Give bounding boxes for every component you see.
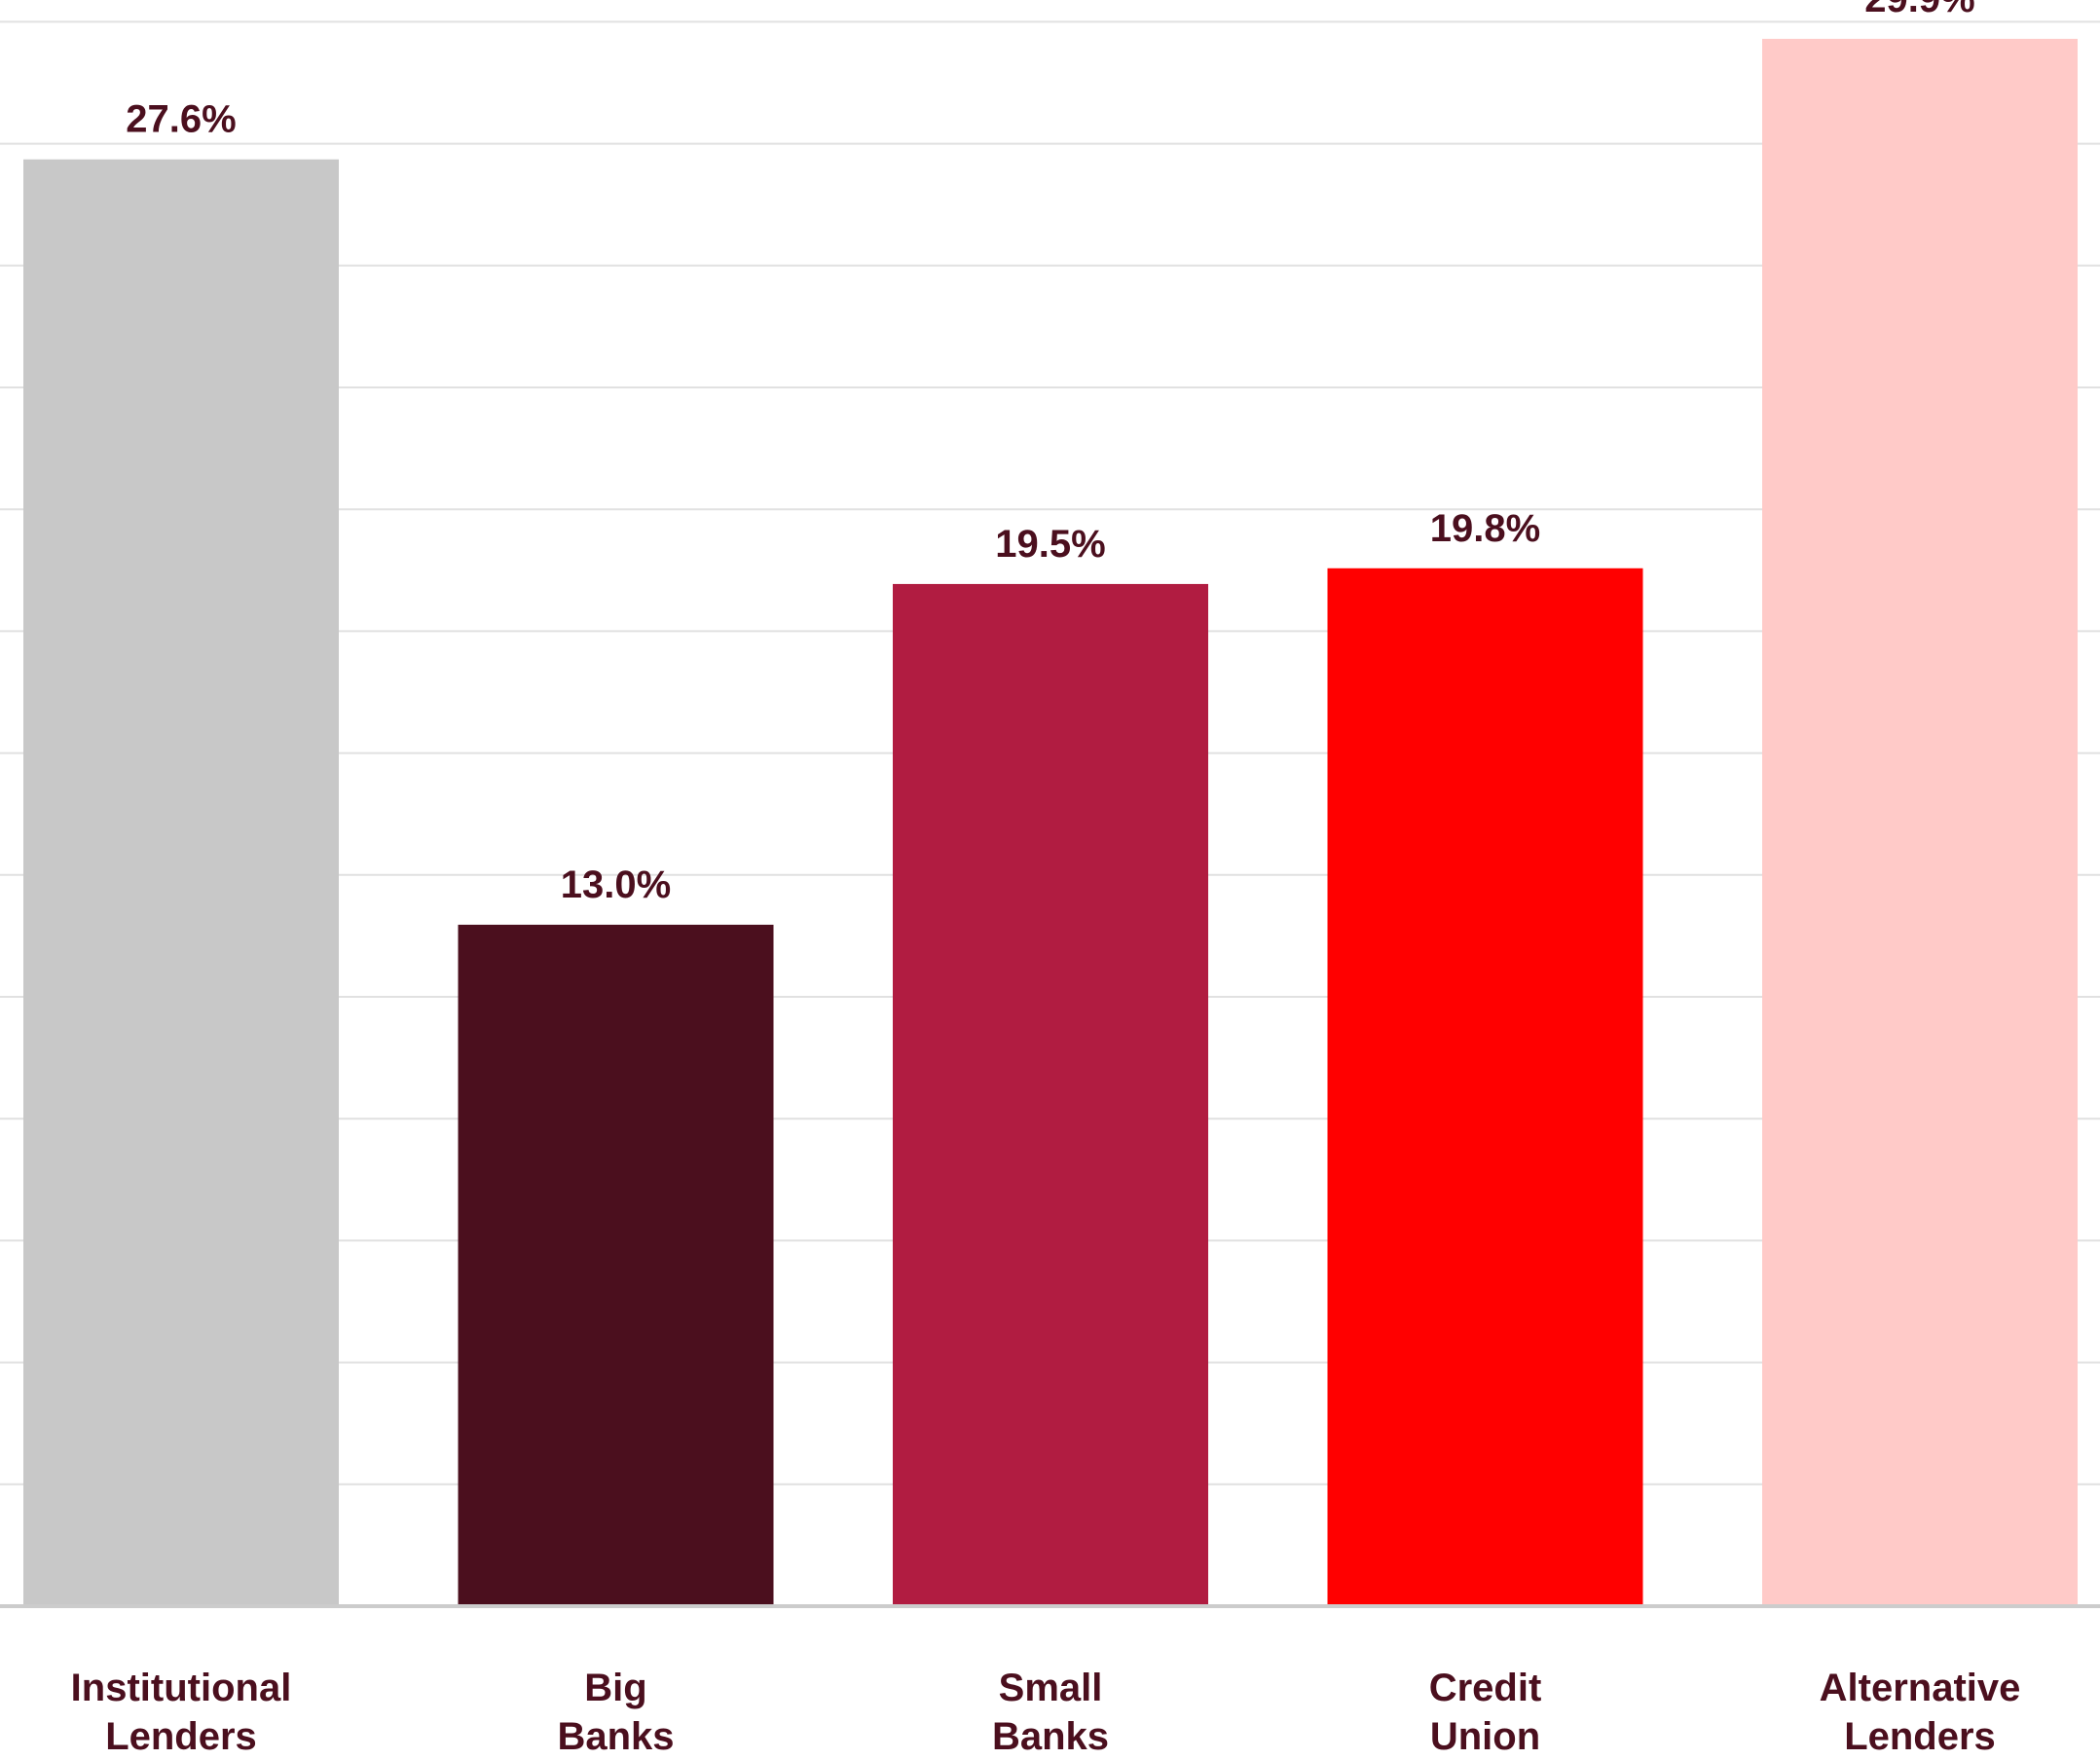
value-label-4: 29.9%	[1864, 0, 1974, 20]
category-label-0-line-0: Institutional	[71, 1667, 292, 1709]
category-label-3-line-0: Credit	[1429, 1667, 1542, 1709]
bar-2	[893, 583, 1208, 1606]
category-labels: Institutional Lenders Big Banks Small Banks Cr…	[71, 1667, 2021, 1758]
value-label-0: 27.6%	[126, 98, 236, 141]
value-labels: 27.6% 13.0% 19.5% 19.8% 29.9%	[126, 0, 1974, 906]
category-label-0-line-1: Lenders	[105, 1715, 257, 1758]
category-label-1-line-0: Big	[584, 1667, 646, 1709]
bar-4	[1762, 38, 2078, 1606]
category-label-2-line-1: Banks	[992, 1715, 1109, 1758]
category-label-3-line-1: Union	[1430, 1715, 1540, 1758]
bar-3	[1327, 568, 1643, 1606]
bar-0	[23, 159, 339, 1607]
bars	[23, 38, 2078, 1607]
bar-1	[458, 924, 774, 1606]
category-label-4-line-1: Lenders	[1844, 1715, 1996, 1758]
value-label-2: 19.5%	[995, 523, 1105, 566]
category-label-4-line-0: Alternative	[1820, 1667, 2021, 1709]
value-label-3: 19.8%	[1430, 507, 1540, 550]
value-label-1: 13.0%	[561, 863, 671, 906]
category-label-1-line-1: Banks	[557, 1715, 674, 1758]
category-label-2-line-0: Small	[999, 1667, 1103, 1709]
